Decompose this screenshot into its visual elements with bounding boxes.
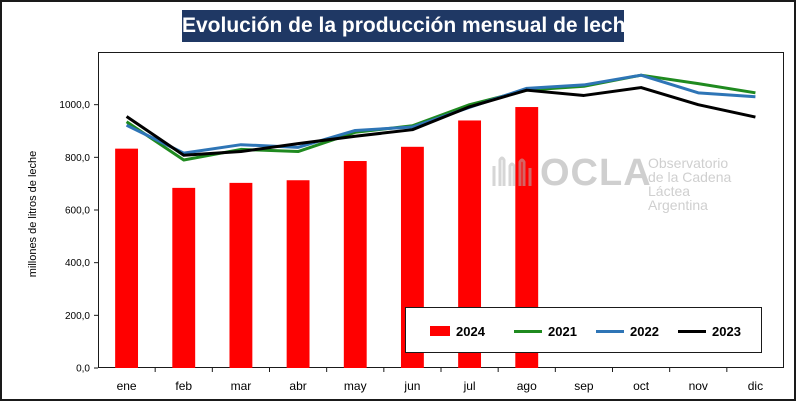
legend-swatch-2024 [430, 326, 450, 336]
legend-swatch-2022 [596, 329, 624, 333]
ocla-line-1: Observatorio [648, 155, 729, 171]
legend-item-2023: 2023 [678, 323, 741, 339]
x-tick-label: nov [689, 379, 708, 393]
x-tick-label: jun [403, 379, 420, 393]
x-tick-label: sep [574, 379, 594, 393]
legend-swatch-2023 [678, 329, 706, 333]
bar-2024-may [343, 161, 367, 368]
legend-swatch-2021 [514, 329, 542, 333]
ocla-wave-icon [492, 156, 532, 186]
legend-label-2021: 2021 [548, 323, 577, 339]
x-tick-label: mar [231, 379, 252, 393]
legend-item-2024: 2024 [430, 323, 485, 339]
legend-label-2023: 2023 [712, 323, 741, 339]
y-tick-label: 400,0 [65, 258, 90, 269]
y-tick-label: 800,0 [65, 153, 90, 164]
bar-2024-ene [115, 148, 139, 368]
bar-2024-abr [286, 180, 310, 368]
ocla-subtitle: Observatorio de la Cadena Láctea Argenti… [648, 156, 762, 212]
chart-legend: 2024 2021 2022 2023 [405, 307, 762, 353]
x-tick-label: may [344, 379, 367, 393]
bar-2024-jul [458, 120, 482, 368]
legend-item-2022: 2022 [596, 323, 659, 339]
y-tick-label: 200,0 [65, 311, 90, 322]
chart-title: Evolución de la producción mensual de le… [182, 10, 637, 42]
x-tick-label: jul [463, 379, 476, 393]
legend-item-2021: 2021 [514, 323, 577, 339]
y-tick-label: 600,0 [65, 206, 90, 217]
x-tick-label: feb [175, 379, 192, 393]
x-tick-label: abr [289, 379, 306, 393]
legend-label-2022: 2022 [630, 323, 659, 339]
x-tick-label: ene [117, 379, 137, 393]
y-tick-label: 0,0 [76, 364, 90, 375]
ocla-brand-text: OCLA [540, 152, 652, 194]
line-series-2023 [125, 86, 756, 157]
ocla-logo-watermark: OCLA Observatorio de la Cadena Láctea Ar… [492, 152, 762, 212]
x-tick-label: dic [748, 379, 763, 393]
legend-label-2024: 2024 [456, 323, 485, 339]
ocla-line-2: de la Cadena Láctea [648, 169, 732, 199]
ocla-line-3: Argentina [648, 197, 708, 213]
bar-2024-mar [229, 182, 253, 368]
x-tick-label: oct [633, 379, 650, 393]
x-tick-label: ago [517, 379, 537, 393]
bar-2024-feb [172, 187, 196, 368]
y-tick-label: 1000,0 [59, 100, 90, 111]
